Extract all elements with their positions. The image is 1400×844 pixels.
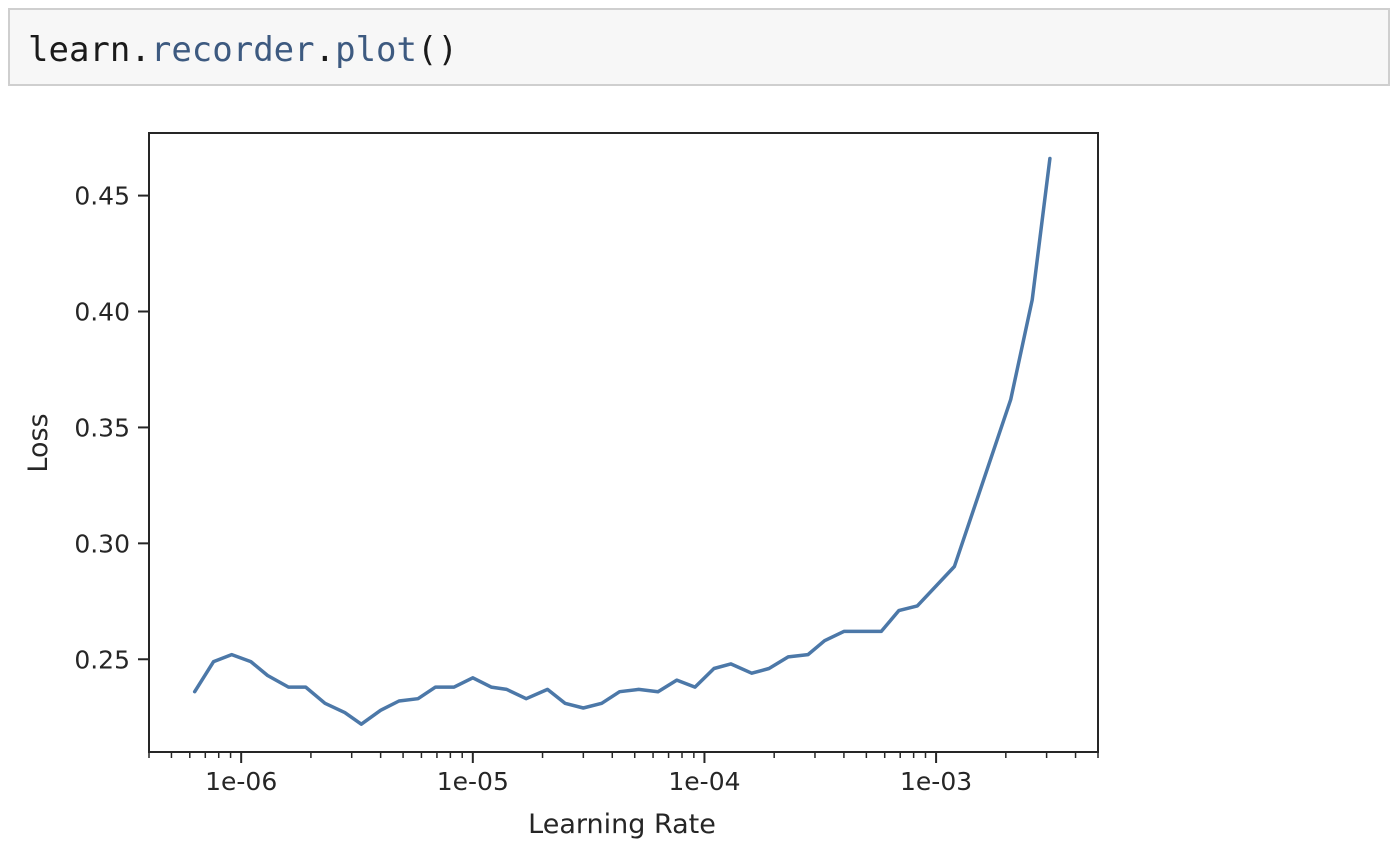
code-token-attribute: recorder xyxy=(150,30,315,70)
y-tick-label: 0.45 xyxy=(74,182,130,211)
y-tick-label: 0.25 xyxy=(74,645,130,674)
x-tick-label: 1e-05 xyxy=(437,767,509,796)
code-token-call-parens: () xyxy=(416,30,458,70)
y-tick-label: 0.35 xyxy=(74,413,130,442)
y-tick-label: 0.40 xyxy=(74,298,130,327)
axis-ticks: 1e-06 1e-05 1e-04 1e-03 0.25 0.30 0.35 0.40 0.45 xyxy=(74,182,1099,796)
x-tick-label: 1e-04 xyxy=(668,767,740,796)
code-line: learn.recorder.plot() xyxy=(28,28,458,72)
code-token-object: learn xyxy=(28,30,131,70)
x-tick-label: 1e-03 xyxy=(900,767,972,796)
code-token-dot: . xyxy=(314,30,336,70)
code-token-method: plot xyxy=(335,30,417,70)
x-axis-label: Learning Rate xyxy=(528,809,716,840)
code-token-dot: . xyxy=(130,30,151,70)
y-axis-label: Loss xyxy=(23,413,54,472)
y-tick-label: 0.30 xyxy=(74,529,130,558)
x-tick-label: 1e-06 xyxy=(205,767,277,796)
code-cell[interactable]: learn.recorder.plot() xyxy=(8,8,1390,86)
plot-frame xyxy=(148,132,1099,753)
loss-line xyxy=(192,156,1052,726)
series-layer xyxy=(192,156,1052,726)
